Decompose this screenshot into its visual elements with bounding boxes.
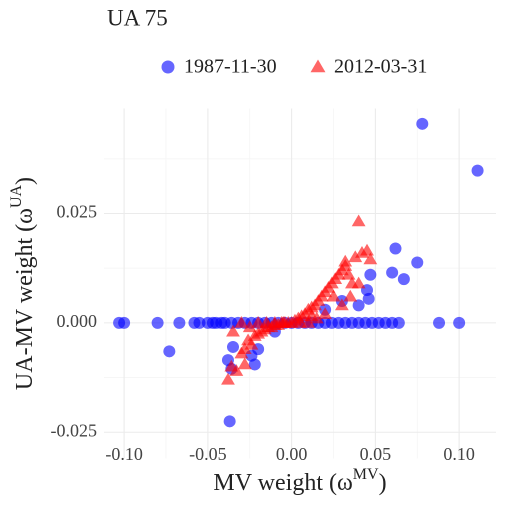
triangle-point — [363, 252, 378, 265]
triangle-point — [301, 315, 316, 328]
circle-point — [352, 299, 365, 312]
triangle-point — [326, 289, 341, 302]
triangle-point — [276, 315, 291, 328]
circle-point — [364, 268, 377, 281]
circle-point — [411, 256, 424, 269]
y-axis-title: UA-MV weight (ωUA) — [8, 177, 37, 390]
x-tick-label: 0.00 — [276, 444, 308, 464]
circle-point — [471, 164, 484, 177]
circle-point — [392, 316, 405, 329]
legend-label: 2012-03-31 — [334, 56, 427, 78]
circle-point — [151, 316, 164, 329]
triangle-point — [229, 364, 244, 376]
circle-point — [226, 340, 239, 353]
triangle-point — [348, 250, 363, 263]
triangle-point — [338, 254, 353, 267]
x-tick-label: 0.10 — [443, 444, 475, 464]
y-tick-label: -0.025 — [51, 420, 98, 440]
x-axis-title-part: MV — [353, 466, 379, 483]
triangle-point — [360, 243, 374, 256]
triangle-point — [244, 337, 259, 350]
circle-point — [397, 273, 410, 286]
triangle-point — [226, 324, 240, 337]
triangle-point — [242, 320, 257, 333]
triangle-point — [221, 372, 235, 385]
y-axis-title-part: ) — [12, 177, 38, 185]
circle-point — [223, 415, 236, 428]
triangle-point — [351, 276, 366, 289]
circle-point — [386, 266, 399, 279]
circle-point — [173, 316, 186, 329]
legend-key — [161, 60, 175, 74]
circle-point — [416, 117, 429, 130]
x-tick-label: -0.10 — [105, 444, 143, 464]
triangle-point — [234, 315, 249, 328]
triangle-point — [351, 214, 366, 227]
y-axis-title-part: UA — [8, 184, 25, 208]
y-tick-label: 0.000 — [57, 311, 98, 331]
circle-point — [193, 316, 206, 329]
triangle-point — [341, 267, 356, 280]
legend-key — [310, 59, 326, 73]
triangle-point — [237, 342, 252, 354]
triangle-point — [343, 289, 358, 302]
triangle-point — [304, 309, 319, 322]
chart-title: UA 75 — [107, 5, 168, 30]
circle-point — [163, 345, 176, 358]
y-tick-label: 0.025 — [57, 202, 98, 222]
x-axis-title-part: ) — [379, 470, 387, 496]
circle-point — [362, 292, 375, 305]
x-axis-title: MV weight (ωMV) — [213, 466, 386, 495]
x-axis-title-part: MV weight (ω — [213, 470, 352, 496]
triangle-point — [318, 307, 333, 319]
legend-label: 1987-11-30 — [184, 56, 277, 78]
circle-point — [389, 242, 402, 255]
y-axis-title-part: UA-MV weight (ω — [12, 208, 38, 390]
triangle-point — [334, 298, 349, 311]
circle-point — [433, 316, 446, 329]
x-tick-label: -0.05 — [189, 444, 227, 464]
triangle-point — [237, 357, 252, 370]
x-tick-label: 0.05 — [360, 444, 392, 464]
circle-point — [118, 316, 131, 329]
circle-point — [453, 316, 466, 329]
